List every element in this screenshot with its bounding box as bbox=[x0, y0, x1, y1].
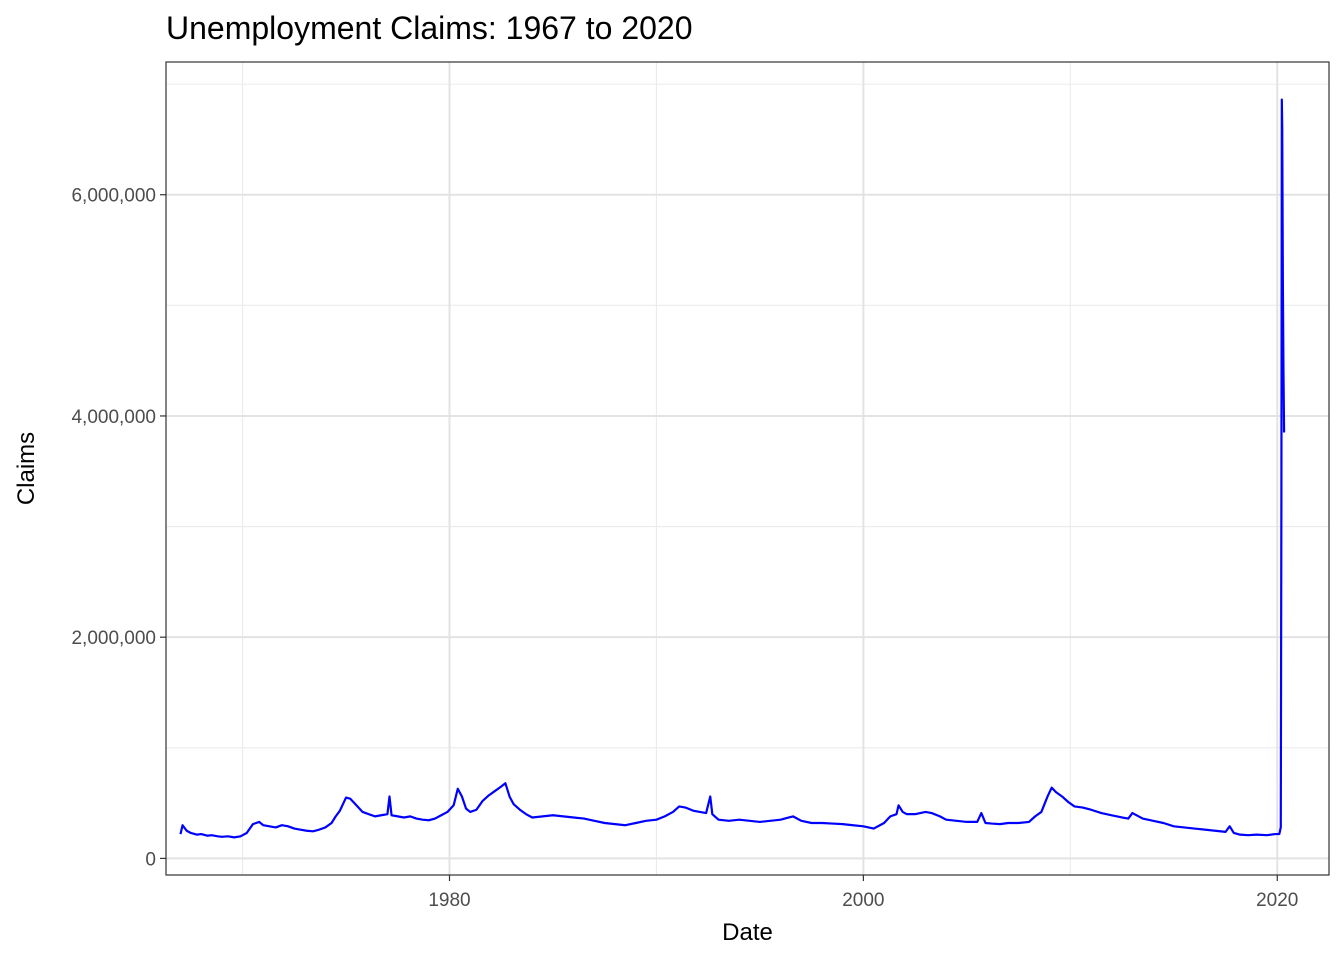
y-axis-title: Claims bbox=[13, 432, 40, 505]
panel-border bbox=[165, 61, 1330, 876]
chart-title: Unemployment Claims: 1967 to 2020 bbox=[166, 10, 693, 46]
grid-minor bbox=[166, 62, 1329, 875]
x-axis-title: Date bbox=[722, 919, 773, 946]
y-tick-label: 4,000,000 bbox=[71, 407, 156, 428]
x-tick-label: 2020 bbox=[1256, 890, 1298, 911]
claims-series-line bbox=[179, 98, 1286, 839]
y-tick-label: 6,000,000 bbox=[71, 186, 156, 207]
grid-major bbox=[166, 62, 1329, 875]
y-tick-label: 2,000,000 bbox=[71, 628, 156, 649]
axis-ticks bbox=[160, 194, 1278, 881]
x-tick-label: 2000 bbox=[842, 890, 884, 911]
x-tick-label: 1980 bbox=[428, 890, 470, 911]
y-tick-label: 0 bbox=[145, 849, 156, 870]
series-layer bbox=[179, 98, 1286, 839]
tick-labels: 1980 2000 2020 0 2,000,000 4,000,000 6,000,000 bbox=[71, 186, 1298, 911]
